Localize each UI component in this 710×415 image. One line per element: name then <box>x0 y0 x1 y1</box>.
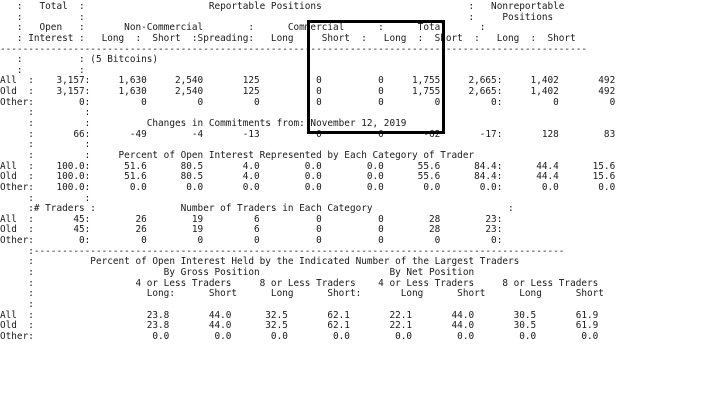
report-line: : <box>0 298 34 310</box>
report-line: : By Gross Position By Net Position <box>0 267 475 279</box>
cot-report-text: : Total : Reportable Positions : Nonrepo… <box>0 1 616 343</box>
report-line: All : 45: 26 19 6 0 0 28 23: <box>0 213 503 225</box>
report-line: : Total : Reportable Positions : Nonrepo… <box>0 1 565 12</box>
report-line: All : 23.8 44.0 32.5 62.1 22.1 44.0 30.5… <box>0 309 599 321</box>
report-line: : : <box>0 107 91 119</box>
report-line: : : Changes in Commitments from: Novembe… <box>0 118 407 130</box>
report-line: : : <box>0 192 91 204</box>
report-line: : 66: -49 -4 -13 0 0 -62 -17: 128 83 <box>0 128 616 140</box>
report-line: All : 3,157: 1,630 2,540 125 0 0 1,755 2… <box>0 75 616 87</box>
report-line: : Percent of Open Interest Held by the I… <box>0 256 520 268</box>
report-line: : : <box>0 64 85 76</box>
report-line: :# Traders : Number of Traders in Each C… <box>0 203 514 215</box>
report-line: Other: 100.0: 0.0 0.0 0.0 0.0 0.0 0.0 0.… <box>0 181 616 193</box>
report-line: Other: 0: 0 0 0 0 0 0 0: <box>0 235 503 247</box>
report-line: Old : 100.0: 51.6 80.5 4.0 0.0 0.0 55.6 … <box>0 171 616 183</box>
report-line: ----------------------------------------… <box>0 43 587 55</box>
report-line: Old : 45: 26 19 6 0 0 28 23: <box>0 224 503 236</box>
report-line: : Open : Non-Commercial : Commercial : T… <box>0 22 486 34</box>
report-line: Other: 0.0 0.0 0.0 0.0 0.0 0.0 0.0 0.0 <box>0 330 599 342</box>
report-line: :---------------------------------------… <box>0 245 565 257</box>
report-line: : Interest : Long : Short :Spreading: Lo… <box>0 32 576 44</box>
report-line: : : (5 Bitcoins) <box>0 54 159 66</box>
report-line: : 4 or Less Traders 8 or Less Traders 4 … <box>0 277 599 289</box>
report-line: : : <box>0 139 91 151</box>
report-line: : : : Positions <box>0 11 554 23</box>
report-line: Old : 23.8 44.0 32.5 62.1 22.1 44.0 30.5… <box>0 320 599 332</box>
report-line: : : Percent of Open Interest Represented… <box>0 149 475 161</box>
report-line: All : 100.0: 51.6 80.5 4.0 0.0 0.0 55.6 … <box>0 160 616 172</box>
report-line: Other: 0: 0 0 0 0 0 0 0: 0 0 <box>0 96 616 108</box>
report-line: : Long: Short Long Short: Long Short Lon… <box>0 288 604 300</box>
report-line: Old : 3,157: 1,630 2,540 125 0 0 1,755 2… <box>0 86 616 98</box>
